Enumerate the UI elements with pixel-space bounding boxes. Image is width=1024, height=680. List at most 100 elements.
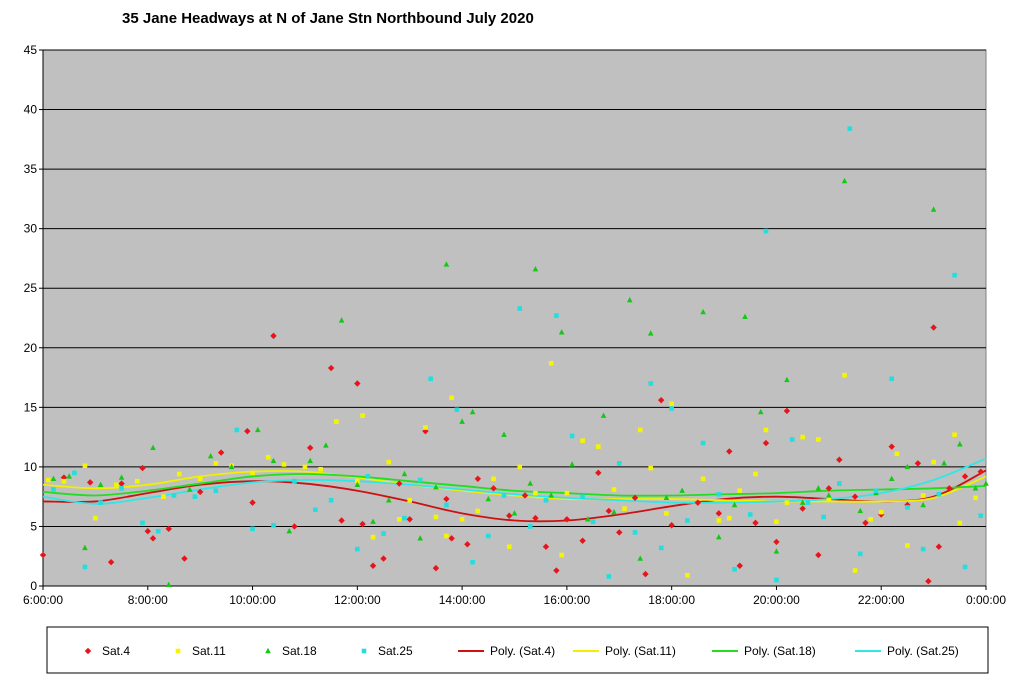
- point-sat-25: [381, 531, 386, 536]
- point-sat-25: [837, 481, 842, 486]
- point-sat-4: [39, 551, 47, 559]
- point-sat-11: [868, 516, 874, 522]
- point-sat-11: [973, 495, 978, 501]
- x-tick-label: 6:00:00: [23, 593, 63, 607]
- point-sat-25: [685, 518, 690, 523]
- point-sat-4: [946, 485, 953, 492]
- point-sat-18: [773, 548, 780, 554]
- point-sat-4: [380, 555, 387, 562]
- point-sat-11: [114, 482, 119, 488]
- point-sat-25: [140, 520, 145, 526]
- point-sat-25: [486, 533, 491, 539]
- scatter-points: [39, 126, 989, 588]
- point-sat-18: [637, 555, 644, 561]
- legend-label: Sat.25: [378, 644, 413, 658]
- point-sat-4: [396, 480, 403, 487]
- point-sat-25: [292, 478, 297, 484]
- y-tick-label: 30: [24, 222, 38, 236]
- point-sat-18: [920, 501, 926, 508]
- point-sat-25: [700, 440, 706, 446]
- point-sat-25: [313, 507, 318, 513]
- x-tick-label: 14:00:00: [439, 593, 486, 607]
- point-sat-4: [563, 516, 571, 523]
- point-sat-25: [51, 487, 56, 492]
- point-sat-4: [815, 551, 822, 559]
- point-sat-4: [139, 464, 146, 472]
- legend-label: Sat.18: [282, 644, 317, 658]
- point-sat-25: [517, 306, 523, 311]
- point-sat-4: [642, 570, 649, 578]
- point-sat-11: [685, 572, 690, 578]
- point-sat-25: [716, 491, 722, 497]
- point-sat-11: [548, 360, 554, 366]
- point-sat-25: [569, 433, 575, 439]
- point-sat-11: [931, 459, 936, 465]
- point-sat-4: [306, 444, 314, 452]
- point-sat-25: [444, 502, 449, 508]
- point-sat-11: [842, 372, 847, 378]
- point-sat-4: [930, 324, 937, 331]
- point-sat-18: [957, 441, 963, 447]
- point-sat-4: [217, 449, 225, 456]
- point-sat-25: [355, 546, 360, 552]
- point-sat-25: [857, 551, 863, 557]
- point-sat-18: [66, 473, 72, 479]
- point-sat-25: [402, 515, 407, 521]
- point-sat-4: [165, 525, 172, 533]
- point-sat-11: [197, 476, 203, 482]
- point-sat-18: [417, 535, 423, 541]
- point-sat-4: [86, 479, 94, 486]
- legend-item-2: Sat.18: [265, 644, 317, 658]
- point-sat-4: [694, 499, 702, 506]
- point-sat-25: [119, 486, 124, 491]
- point-sat-4: [521, 492, 529, 499]
- point-sat-18: [469, 408, 476, 415]
- legend-label: Sat.11: [192, 644, 226, 658]
- point-sat-11: [265, 455, 271, 460]
- point-sat-11: [669, 401, 674, 407]
- point-sat-11: [716, 518, 722, 523]
- point-sat-18: [228, 463, 235, 470]
- point-sat-11: [648, 465, 654, 471]
- point-sat-4: [836, 456, 843, 463]
- point-sat-25: [454, 407, 460, 413]
- point-sat-25: [250, 526, 255, 532]
- legend-item-7: Poly. (Sat.25): [855, 644, 959, 658]
- point-sat-18: [663, 494, 670, 501]
- legend-label: Poly. (Sat.4): [490, 644, 555, 658]
- y-tick-label: 40: [24, 103, 38, 117]
- point-sat-18: [548, 492, 554, 498]
- point-sat-4: [118, 480, 125, 487]
- point-sat-25: [428, 376, 433, 382]
- point-sat-18: [165, 581, 172, 588]
- point-sat-25: [873, 488, 879, 494]
- point-sat-18: [558, 329, 565, 335]
- point-sat-25: [213, 488, 219, 494]
- point-sat-4: [762, 439, 770, 447]
- x-tick-label: 18:00:00: [648, 593, 695, 607]
- point-sat-25: [821, 514, 826, 520]
- point-sat-4: [752, 519, 759, 527]
- point-sat-25: [98, 500, 103, 505]
- point-sat-25: [580, 494, 585, 499]
- point-sat-4: [532, 514, 539, 522]
- point-sat-11: [737, 488, 743, 494]
- point-sat-18: [401, 470, 408, 477]
- point-sat-11: [360, 413, 365, 418]
- point-sat-11: [580, 438, 585, 443]
- point-sat-4: [432, 564, 440, 572]
- legend-marker: [175, 648, 181, 654]
- point-sat-11: [957, 520, 963, 526]
- point-sat-25: [905, 505, 910, 510]
- point-sat-11: [878, 509, 884, 515]
- point-sat-25: [763, 228, 769, 234]
- point-sat-25: [805, 500, 811, 505]
- point-sat-18: [286, 528, 293, 534]
- point-sat-11: [894, 451, 900, 457]
- y-tick-label: 15: [24, 400, 38, 414]
- point-sat-4: [244, 427, 251, 435]
- point-sat-25: [543, 497, 549, 503]
- point-sat-18: [857, 507, 864, 514]
- point-sat-11: [517, 464, 523, 470]
- point-sat-11: [250, 470, 255, 476]
